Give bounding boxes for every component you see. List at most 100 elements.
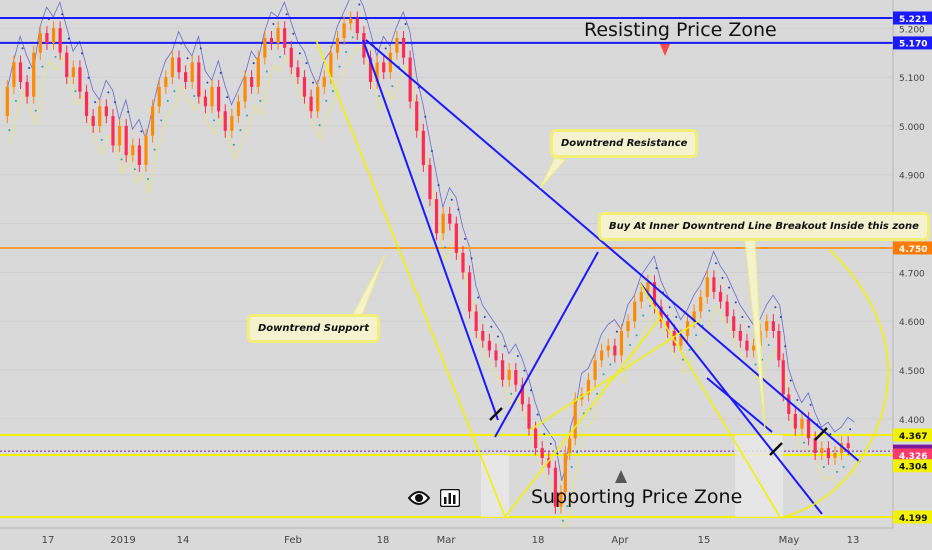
sar-dot (796, 398, 799, 401)
sar-dot (285, 13, 288, 16)
candle-body (751, 345, 756, 351)
candle-body (692, 311, 696, 322)
sar-dot (358, 3, 361, 6)
candle-body (738, 330, 742, 341)
candle-body (646, 282, 650, 292)
sar-dot (629, 343, 632, 346)
candle-body (765, 321, 769, 331)
sar-dot (305, 62, 308, 65)
sar-dot (516, 355, 519, 358)
candle-body (514, 370, 518, 385)
price-badge-label: 4.367 (899, 432, 927, 442)
candle-body (329, 52, 333, 78)
sar-dot (47, 18, 50, 21)
candle-body (839, 443, 844, 454)
sar-dot (193, 94, 196, 97)
sar-dot (279, 55, 282, 58)
candle-body (800, 418, 804, 429)
candle-body (269, 38, 274, 43)
candle-body (223, 111, 227, 131)
sar-dot (496, 335, 499, 338)
candle-body (263, 38, 267, 58)
price-badge-label: 4.750 (899, 245, 927, 255)
time-axis-panel (0, 528, 893, 550)
candle-body (793, 413, 797, 429)
candle-body (639, 291, 643, 302)
sar-dot (424, 115, 427, 118)
candle-body (170, 57, 174, 78)
price-badge-label: 5.221 (899, 15, 927, 25)
candle-body (84, 91, 89, 117)
sar-dot (721, 276, 724, 279)
candle-body (725, 301, 729, 317)
sar-dot (54, 55, 57, 58)
candle-body (137, 145, 141, 165)
sar-dot (470, 257, 473, 260)
candle-body (699, 296, 703, 312)
candle-body (51, 28, 56, 43)
y-tick-label: 4.600 (899, 318, 925, 328)
support-line (315, 39, 506, 518)
breakout-callout: Buy At Inner Downtrend Line Breakout Ins… (598, 212, 930, 241)
candle-body (787, 394, 791, 414)
support-line (504, 317, 661, 518)
x-tick-label: 17 (42, 535, 55, 546)
candle-body (322, 77, 326, 87)
x-tick-label: 18 (377, 535, 390, 546)
y-tick-label: 4.400 (899, 416, 925, 426)
sar-dot (219, 71, 222, 74)
candle-body (236, 101, 241, 117)
sar-dot (530, 389, 533, 392)
sar-dot (338, 65, 341, 68)
candle-body (32, 52, 36, 97)
candle-body (467, 272, 472, 312)
candle-body (732, 316, 736, 331)
sar-dot (444, 246, 447, 249)
price-badge-label: 5.170 (899, 40, 927, 50)
sar-dot (695, 334, 698, 337)
sar-dot (113, 101, 116, 104)
sar-dot (351, 36, 354, 39)
sar-dot (14, 99, 17, 102)
candle-body (826, 448, 830, 458)
candle-body (375, 62, 379, 82)
sar-dot (774, 306, 777, 309)
eye-icon[interactable] (407, 490, 431, 510)
x-tick-label: Feb (284, 535, 302, 546)
candle-body (302, 77, 307, 97)
sar-dot (404, 23, 407, 26)
candle-body (117, 125, 122, 146)
y-tick-label: 5.200 (899, 25, 925, 35)
sar-dot (298, 52, 301, 55)
chart-tools (407, 488, 461, 511)
sar-dot (708, 309, 711, 312)
sar-dot (246, 114, 249, 117)
x-tick-label: Mar (437, 535, 457, 546)
candle-body (454, 223, 458, 253)
sar-dot (166, 99, 169, 102)
sar-dot (252, 62, 255, 65)
candle-body (217, 86, 221, 112)
candle-body (507, 370, 511, 380)
sar-dot (345, 51, 348, 54)
candle-body (434, 199, 439, 234)
sar-dot (325, 99, 328, 102)
sar-dot (391, 85, 394, 88)
y-tick-label: 4.700 (899, 269, 925, 279)
candle-body (520, 384, 525, 405)
price-badge (893, 428, 932, 442)
candle-body (12, 62, 16, 87)
bar-chart-icon[interactable] (439, 488, 461, 511)
candle-body (190, 62, 194, 82)
sar-dot (265, 70, 268, 73)
sar-dot (34, 109, 37, 112)
candle-body (487, 340, 491, 351)
candle-body (481, 330, 485, 341)
sar-dot (437, 184, 440, 187)
diagonal-arrow-icon (769, 442, 783, 456)
sar-dot (226, 96, 229, 99)
sar-dot (789, 379, 792, 382)
sar-dot (312, 81, 315, 84)
x-tick-label: 2019 (110, 535, 135, 546)
candle-body (296, 67, 300, 78)
